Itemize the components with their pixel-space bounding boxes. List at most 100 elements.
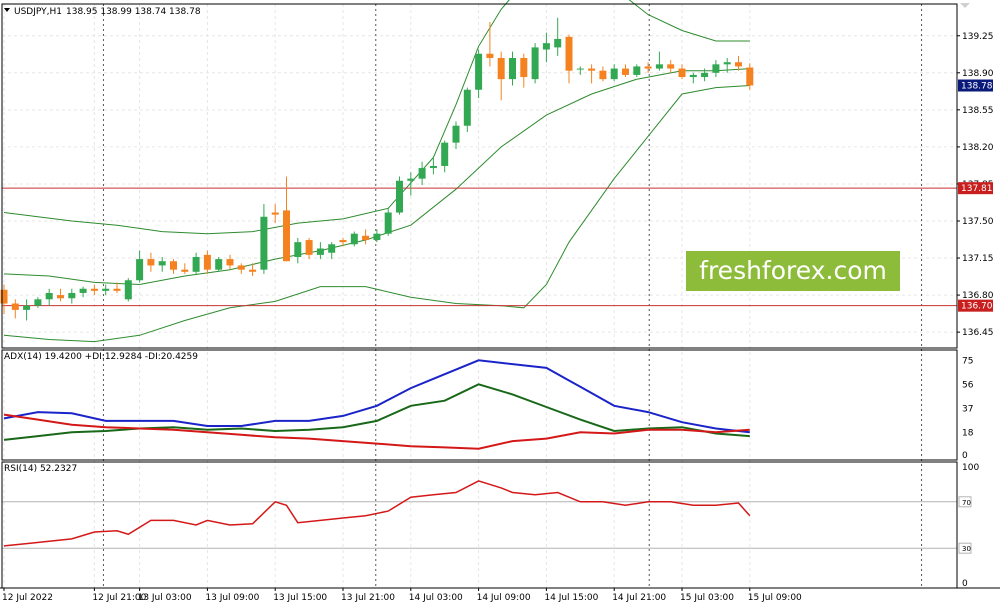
time-tick-label: 14 Jul 15:00: [544, 593, 598, 603]
adx-tick-label: 37: [962, 404, 973, 414]
candle: [509, 51, 516, 86]
candle-body-bull: [136, 259, 144, 281]
time-tick-label: 15 Jul 09:00: [748, 593, 802, 603]
candle-body-bull: [407, 178, 415, 181]
candle-body-bear: [339, 240, 347, 243]
candle-body-bull: [633, 66, 641, 75]
candle: [678, 64, 686, 80]
candle-body-bull: [328, 244, 336, 253]
candle-body-bull: [68, 292, 76, 299]
candle-body-bull: [463, 89, 471, 126]
adx-series-adx-line: [3, 359, 750, 434]
candle: [79, 286, 87, 298]
rsi-level-label: 70: [962, 499, 971, 507]
candle-body-bull: [712, 64, 720, 73]
candle: [712, 60, 720, 78]
adx-series-plusminus-di-line: [3, 383, 750, 441]
candle-body-bear: [362, 235, 370, 241]
price-tick-label: 138.90: [962, 69, 994, 79]
candle-body-bear: [497, 57, 505, 80]
candle: [407, 172, 415, 196]
candle: [599, 66, 607, 82]
candle: [452, 121, 460, 150]
price-tick-label: 137.50: [962, 217, 994, 227]
level-price-tag-box: [958, 299, 993, 312]
candle-body-bear: [170, 261, 177, 270]
candle: [644, 62, 652, 73]
time-tick-label: 12 Jul 21:00: [92, 593, 146, 603]
candle-body-bear: [520, 57, 528, 78]
candle-body-bear: [226, 259, 234, 266]
grid-layer: [2, 4, 957, 588]
candle: [34, 297, 42, 308]
dropdown-triangle-icon[interactable]: [4, 8, 10, 12]
candle: [102, 284, 110, 296]
candle: [554, 17, 562, 56]
level-price-tag-box: [958, 182, 993, 195]
candle-body-bull: [576, 68, 584, 70]
rsi-title: RSI(14) 52.2327: [4, 464, 77, 474]
candle: [429, 157, 437, 175]
adx-panel: [3, 359, 750, 450]
adx-series-minus-di-line: [3, 413, 750, 450]
candle-body-bear: [181, 269, 189, 272]
candle: [11, 299, 19, 319]
adx-tick-label: 56: [962, 380, 974, 390]
candle-body-bull: [350, 233, 358, 245]
symbol-label: USDJPY,H1: [14, 7, 62, 17]
candle: [271, 204, 279, 224]
candle: [735, 55, 742, 71]
candle-body-bull: [34, 299, 42, 306]
candle-body-bull: [429, 165, 437, 169]
candle: [124, 278, 132, 302]
axis-labels: 139.25138.90138.55138.20137.85137.50137.…: [2, 32, 994, 603]
price-tick-label: 139.25: [962, 32, 994, 42]
candle-body-bear: [271, 212, 279, 215]
candle-body-bear: [746, 67, 754, 86]
candle-body-bear: [305, 240, 313, 255]
candle-body-bull: [384, 212, 392, 234]
level-price-tag: 137.81: [961, 184, 993, 194]
time-tick-label: 14 Jul 21:00: [612, 593, 666, 603]
candle: [170, 259, 177, 274]
ohlc-label: 138.95 138.99 138.74 138.78: [66, 7, 201, 17]
adx-title: ADX(14) 19.4200 +DI:12.9284 -DI:20.4259: [4, 352, 198, 362]
candle-body-bull: [23, 305, 31, 310]
candle-body-bull: [260, 216, 268, 270]
price-tick-label: 137.15: [962, 254, 994, 264]
candle-body-bull: [294, 242, 302, 257]
rsi-level-box: [958, 496, 972, 508]
candle-body-bull: [158, 261, 166, 266]
adx-tick-label: 18: [962, 428, 974, 438]
candle: [565, 34, 573, 84]
adx-panel-frame: [1, 349, 958, 461]
candle: [226, 254, 234, 270]
watermark-badge: [686, 251, 900, 291]
candle: [576, 66, 584, 75]
candle-body-bull: [45, 292, 53, 300]
time-tick-label: 13 Jul 15:00: [273, 593, 327, 603]
candle-body-bull: [79, 288, 87, 293]
time-tick-label: 13 Jul 09:00: [205, 593, 259, 603]
expand-triangle-icon[interactable]: [960, 3, 970, 8]
candle: [237, 263, 245, 274]
candle-body-bull: [124, 280, 132, 300]
candle-body-bull: [542, 43, 550, 50]
candle-body-bull: [689, 74, 697, 78]
candle: [475, 49, 483, 99]
candle-body-bear: [90, 288, 98, 291]
current-price-tag-box: [958, 79, 993, 92]
candle-body-bear: [678, 68, 686, 78]
rsi-level-label: 30: [962, 545, 971, 553]
candle-body-bear: [565, 36, 573, 71]
candle-body-bull: [373, 233, 381, 241]
candle-body-bull: [610, 68, 618, 80]
candle-body-bear: [203, 254, 211, 270]
candle: [746, 63, 754, 90]
candle-body-bear: [283, 210, 290, 262]
candle: [441, 140, 449, 173]
rsi-panel: [2, 480, 957, 549]
